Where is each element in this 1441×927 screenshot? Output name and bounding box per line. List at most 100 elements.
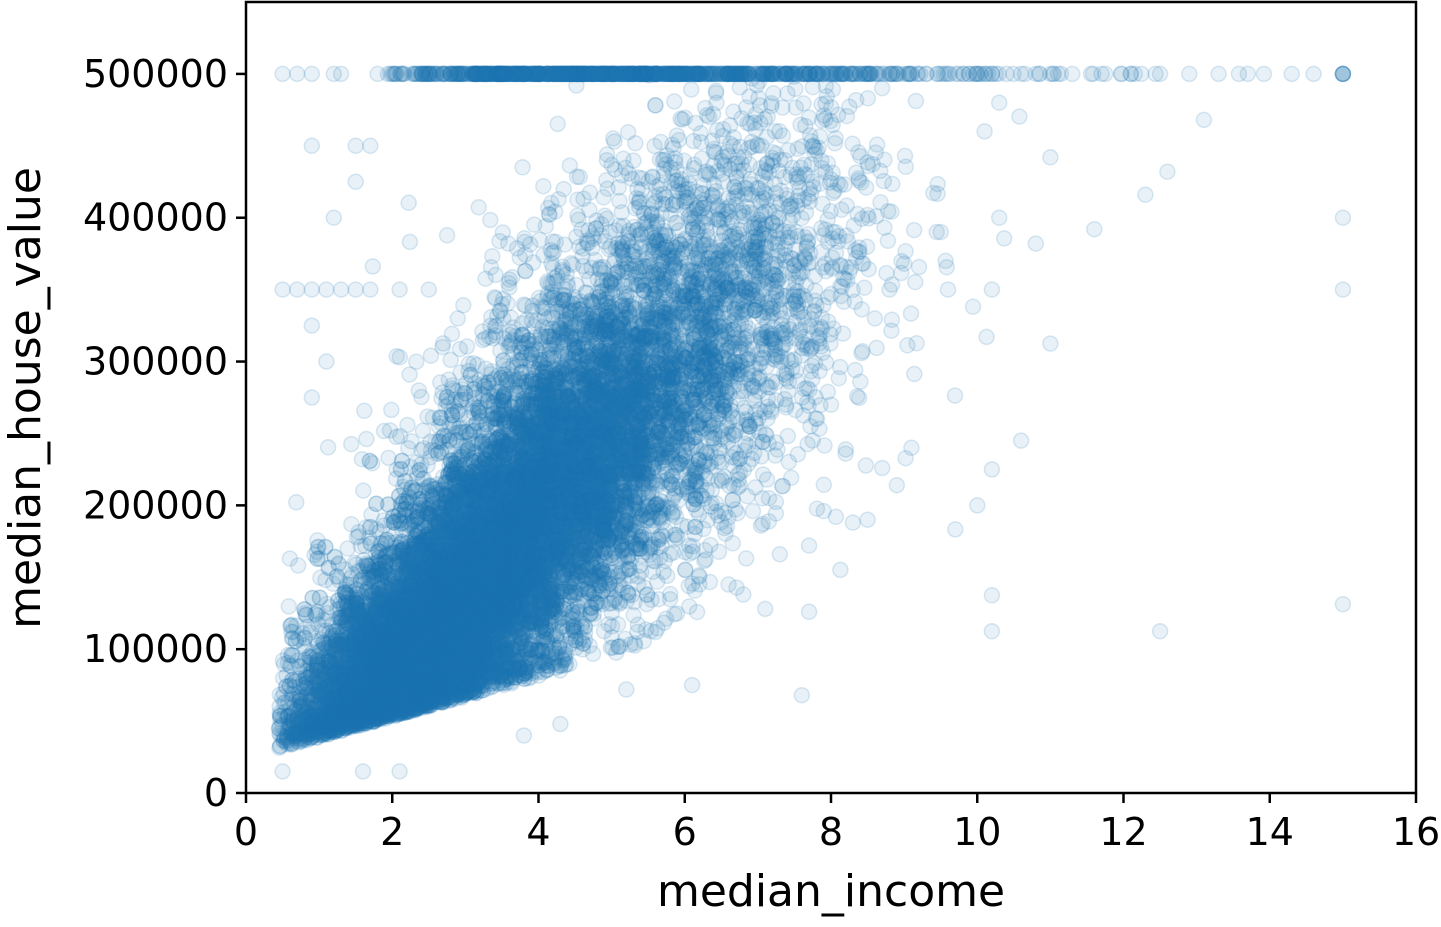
data-point xyxy=(481,665,498,683)
data-point xyxy=(357,583,374,601)
data-point xyxy=(339,586,356,604)
data-point xyxy=(405,541,423,559)
data-point xyxy=(333,638,351,656)
data-point xyxy=(631,509,649,527)
data-point xyxy=(479,536,496,554)
data-point xyxy=(463,568,480,586)
data-point xyxy=(394,544,412,561)
data-point xyxy=(471,597,488,614)
data-point xyxy=(529,456,546,473)
data-point xyxy=(365,698,382,716)
data-point xyxy=(308,543,326,560)
data-point xyxy=(541,388,558,405)
data-point xyxy=(457,468,474,485)
data-point xyxy=(439,481,456,499)
data-point xyxy=(440,515,457,532)
data-point xyxy=(441,650,459,667)
data-point xyxy=(399,696,416,713)
data-point xyxy=(433,414,450,432)
data-point xyxy=(589,542,606,559)
data-point xyxy=(658,269,675,287)
data-point xyxy=(468,500,486,517)
data-point xyxy=(569,380,587,397)
data-point xyxy=(504,599,522,617)
data-point xyxy=(558,533,576,550)
data-point xyxy=(453,684,470,701)
data-point xyxy=(489,566,506,584)
data-point xyxy=(558,489,575,506)
data-point xyxy=(487,563,505,581)
data-point xyxy=(484,549,501,567)
data-point xyxy=(562,480,580,497)
data-point xyxy=(415,604,432,621)
data-point xyxy=(303,708,321,725)
data-point xyxy=(423,620,440,638)
data-point xyxy=(410,645,428,663)
data-point xyxy=(493,662,510,679)
data-point xyxy=(541,510,558,528)
data-point xyxy=(336,696,353,714)
data-point xyxy=(506,523,524,541)
data-point xyxy=(495,554,512,572)
data-point xyxy=(467,518,484,535)
data-point xyxy=(581,500,598,518)
data-point xyxy=(472,567,489,585)
data-point xyxy=(496,617,514,634)
data-point xyxy=(419,457,436,474)
data-point xyxy=(520,441,537,459)
data-point xyxy=(485,479,503,497)
data-point xyxy=(358,703,376,720)
data-point xyxy=(576,531,593,549)
data-point xyxy=(550,512,567,529)
data-point xyxy=(463,657,480,674)
data-point xyxy=(422,486,439,503)
data-point xyxy=(612,377,629,394)
data-point xyxy=(407,559,425,576)
data-point xyxy=(370,631,387,649)
data-point xyxy=(470,600,487,618)
data-point xyxy=(502,662,519,679)
data-point xyxy=(570,485,587,503)
data-point xyxy=(431,590,449,608)
data-point xyxy=(455,638,473,656)
data-point xyxy=(318,703,336,720)
data-point xyxy=(521,528,538,546)
data-point xyxy=(529,506,546,524)
data-point xyxy=(620,316,638,333)
data-point xyxy=(449,661,466,679)
data-point xyxy=(538,361,555,378)
data-point xyxy=(525,513,542,531)
data-point xyxy=(530,605,548,623)
data-point xyxy=(607,504,625,522)
data-point xyxy=(412,680,430,698)
data-point xyxy=(403,697,420,714)
data-point xyxy=(424,523,441,541)
data-point xyxy=(459,521,476,539)
data-point xyxy=(459,538,477,556)
data-point xyxy=(500,405,517,423)
data-point xyxy=(649,445,666,462)
data-point xyxy=(583,451,600,468)
data-point xyxy=(568,433,586,450)
data-point xyxy=(536,485,554,502)
data-point xyxy=(506,468,523,485)
data-point xyxy=(405,540,422,558)
data-point xyxy=(576,487,593,505)
data-point xyxy=(535,448,553,465)
data-point xyxy=(550,455,568,473)
data-point xyxy=(656,389,674,407)
data-point xyxy=(523,447,540,464)
data-point xyxy=(533,447,550,465)
data-point xyxy=(545,410,563,428)
data-point xyxy=(335,596,352,614)
data-point xyxy=(761,330,779,348)
data-point xyxy=(637,395,654,413)
points-layer xyxy=(270,65,1352,780)
data-point xyxy=(548,591,565,608)
data-point xyxy=(477,589,494,607)
data-point xyxy=(365,663,382,680)
data-point xyxy=(505,535,523,552)
data-point xyxy=(314,704,331,722)
data-point xyxy=(475,629,492,646)
